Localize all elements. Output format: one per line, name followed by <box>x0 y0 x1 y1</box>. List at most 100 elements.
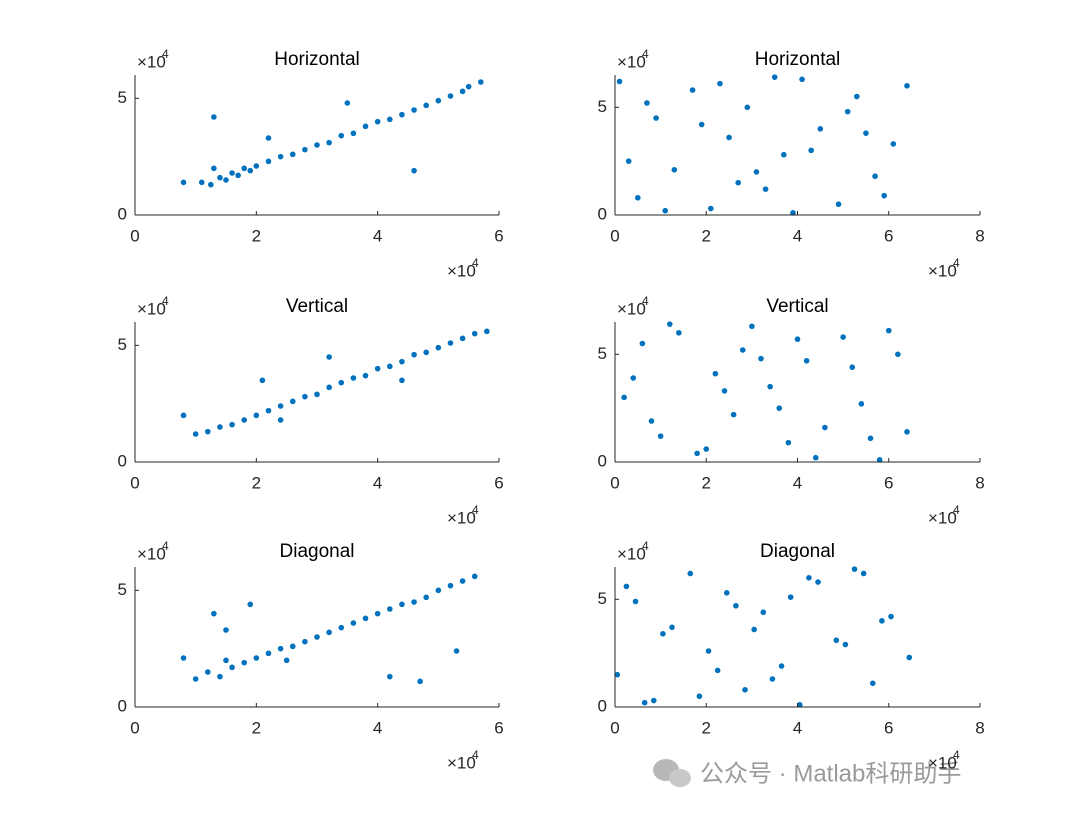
scatter-point <box>399 111 405 118</box>
scatter-point <box>411 599 417 605</box>
scatter-point <box>247 167 254 174</box>
scatter-point <box>815 579 821 585</box>
scatter-point <box>787 594 794 600</box>
scatter-point <box>417 678 423 685</box>
scatter-point <box>639 340 646 347</box>
scatter-point <box>723 590 730 596</box>
x-tick-label: 4 <box>793 718 802 737</box>
scatter-point <box>362 615 369 622</box>
scatter-point <box>223 177 229 183</box>
scatter-point <box>895 351 901 358</box>
scatter-point <box>760 609 767 616</box>
scatter-point <box>277 403 284 409</box>
scatter-point <box>849 364 856 371</box>
watermark: 公众号 · Matlab科研助手 <box>700 760 961 787</box>
scatter-point <box>459 88 466 95</box>
y-tick-label: 0 <box>598 204 607 223</box>
x-tick-label: 6 <box>884 473 893 492</box>
scatter-point <box>799 76 805 83</box>
y-tick-label: 5 <box>598 97 607 116</box>
scatter-point <box>265 135 272 141</box>
scatter-point <box>876 457 883 463</box>
scatter-point <box>350 375 357 381</box>
scatter-point <box>733 602 739 609</box>
chart-title: Vertical <box>766 296 828 317</box>
scatter-point <box>302 393 308 400</box>
scatter-point <box>676 329 682 336</box>
scatter-point <box>326 354 332 360</box>
scatter-point <box>253 163 260 169</box>
y-multiplier: ×10 <box>617 52 646 71</box>
x-tick-label: 2 <box>252 718 261 737</box>
scatter-point <box>180 655 187 661</box>
scatter-point <box>669 624 675 631</box>
scatter-point <box>253 412 260 419</box>
y-exponent: 4 <box>162 539 169 553</box>
scatter-point <box>808 147 814 154</box>
scatter-point <box>387 116 393 123</box>
y-tick-label: 0 <box>118 696 127 715</box>
y-exponent: 4 <box>642 47 649 61</box>
scatter-point <box>453 648 460 654</box>
scatter-point <box>411 167 417 174</box>
x-tick-label: 6 <box>494 718 503 737</box>
y-tick-label: 5 <box>118 335 127 354</box>
scatter-point <box>223 627 229 633</box>
x-exponent: 4 <box>953 503 960 517</box>
scatter-point <box>265 650 272 657</box>
x-tick-label: 2 <box>702 473 711 492</box>
scatter-point <box>423 594 430 601</box>
scatter-point <box>192 676 199 682</box>
y-tick-label: 5 <box>598 589 607 608</box>
scatter-point <box>660 630 666 637</box>
chart-title: Vertical <box>286 296 348 317</box>
x-tick-label: 0 <box>610 473 619 492</box>
y-exponent: 4 <box>162 47 169 61</box>
scatter-point <box>844 108 851 115</box>
scatter-point <box>399 377 405 384</box>
x-tick-label: 8 <box>975 473 984 492</box>
y-tick-label: 0 <box>118 204 127 223</box>
scatter-point <box>447 93 454 99</box>
scatter-point <box>387 363 393 370</box>
x-exponent: 4 <box>472 503 479 517</box>
x-multiplier: ×10 <box>928 753 957 772</box>
scatter-point <box>314 391 320 398</box>
x-multiplier: ×10 <box>447 753 476 772</box>
scatter-point <box>778 663 785 669</box>
x-tick-label: 6 <box>494 473 503 492</box>
scatter-point <box>776 405 783 411</box>
scatter-point <box>411 107 417 113</box>
x-tick-label: 0 <box>610 718 619 737</box>
x-tick-label: 6 <box>494 226 503 245</box>
scatter-point <box>623 583 630 590</box>
scatter-point <box>721 388 728 394</box>
scatter-point <box>435 97 442 104</box>
scatter-point <box>739 347 746 353</box>
x-tick-label: 0 <box>130 718 139 737</box>
scatter-point <box>326 139 332 146</box>
y-tick-label: 5 <box>598 344 607 363</box>
scatter-point <box>726 134 732 141</box>
scatter-point <box>217 673 223 680</box>
scatter-point <box>350 620 357 626</box>
x-tick-label: 0 <box>130 226 139 245</box>
scatter-point <box>277 645 284 652</box>
scatter-point <box>614 671 621 678</box>
scatter-point <box>447 582 454 589</box>
scatter-point <box>666 321 673 327</box>
scatter-point <box>717 80 723 87</box>
x-tick-label: 4 <box>373 473 382 492</box>
scatter-point <box>265 158 272 165</box>
y-exponent: 4 <box>642 539 649 553</box>
scatter-point <box>835 201 842 208</box>
x-tick-label: 8 <box>975 226 984 245</box>
x-multiplier: ×10 <box>928 508 957 527</box>
scatter-point <box>714 667 721 674</box>
scatter-point <box>885 327 892 334</box>
scatter-point <box>753 169 760 175</box>
scatter-point <box>314 634 320 640</box>
scatter-point <box>632 598 639 605</box>
scatter-point <box>326 629 332 636</box>
